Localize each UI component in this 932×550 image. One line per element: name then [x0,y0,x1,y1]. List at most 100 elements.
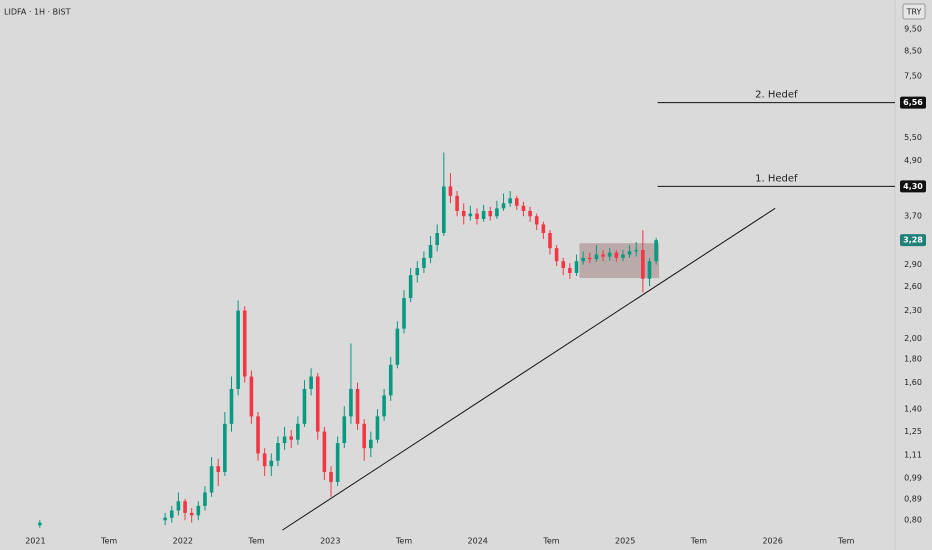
x-tick-label: 2026 [762,537,782,546]
y-tick-label: 2,90 [904,260,922,269]
candle-body [203,492,207,506]
last-price-label: 3,28 [903,236,923,245]
candle-body [395,328,400,365]
candle-body [488,210,493,217]
y-tick-label: 7,50 [904,72,922,81]
candle-body [229,388,234,424]
candle-body [621,254,625,258]
candle-body [475,213,479,219]
candle-body [408,275,413,299]
x-tick-label: Tem [395,537,412,546]
candle-body [607,252,612,257]
candle-body [223,423,227,472]
candle-body [209,466,214,493]
candle-body [362,423,366,449]
candle-body [342,416,347,444]
candle-body [654,240,658,262]
candle-body [541,224,546,234]
candle-body [335,443,340,482]
candle-body [296,423,300,440]
candle-body [289,436,294,440]
y-tick-label: 2,00 [904,334,922,343]
candle-body [249,376,254,417]
target-price-tag [900,180,926,193]
target-text: 2. Hedef [755,90,798,101]
candle-body [282,436,287,444]
candle-body [315,376,320,432]
candle-body [375,416,380,440]
x-tick-label: Tem [247,537,264,546]
candle-body [349,388,353,417]
y-tick-label: 4,90 [904,156,922,165]
candle-body [574,261,579,273]
candle-body [481,210,486,219]
candle-body [183,501,187,513]
symbol-title: LIDFA · 1H · BIST [4,8,71,17]
x-tick-label: 2023 [320,537,340,546]
candle-body [448,186,453,196]
candle-body [402,298,406,329]
candle-body [415,268,420,276]
candle-body [461,210,466,217]
candle-body [382,395,386,417]
x-tick-label: 2021 [25,537,45,546]
x-tick-label: 2022 [173,537,193,546]
candle-body [322,431,327,472]
y-tick-label: 3,70 [904,212,922,221]
target-price-label: 6,56 [903,98,923,107]
currency-box [902,3,926,20]
candle-body [329,471,333,482]
candle-body [196,505,201,516]
y-tick-label: 1,40 [904,405,922,414]
trendline [282,207,776,531]
consolidation-zone [579,243,660,279]
x-tick-label: 2025 [615,537,635,546]
y-tick-label: 2,30 [904,306,922,315]
candle-body [561,261,566,269]
candle-body [369,439,373,449]
candle-body [534,216,539,225]
candle-body [256,416,260,454]
candle-body [601,254,605,257]
y-tick-label: 1,80 [904,355,922,364]
y-tick-label: 8,50 [904,47,922,56]
candle-body [163,517,167,521]
y-tick-label: 0,99 [904,473,922,482]
candle-body [641,250,645,279]
candle-body [428,245,433,258]
candle-body [355,388,360,424]
candle-body [521,205,526,211]
candle-body [242,310,247,377]
candle-body [269,460,274,467]
candle-body [528,210,532,217]
y-tick-label: 0,89 [904,495,922,504]
candle-body [169,510,174,518]
candle-body [216,466,221,472]
candle-body [634,250,639,252]
candle-body [594,254,599,260]
candle-body [309,376,313,389]
y-tick-label: 0,80 [904,516,922,525]
x-tick-label: 2024 [468,537,488,546]
candle-body [627,251,632,255]
candle-body [647,261,652,279]
candle-body [568,268,572,273]
candle-body [388,364,393,396]
candle-body [581,257,585,262]
x-tick-label: Tem [690,537,707,546]
target-price-label: 4,30 [903,182,923,191]
y-tick-label: 5,50 [904,133,922,142]
y-tick-label: 1,60 [904,378,922,387]
candle-body [189,512,194,516]
candle-body [468,213,473,217]
candle-body [176,501,181,511]
candle-body [548,233,552,249]
candle-body [614,252,619,258]
x-tick-label: Tem [542,537,559,546]
candle-body [495,208,499,217]
y-tick-label: 2,60 [904,282,922,291]
y-tick-label: 1,11 [904,451,922,460]
candle-body [38,522,42,526]
